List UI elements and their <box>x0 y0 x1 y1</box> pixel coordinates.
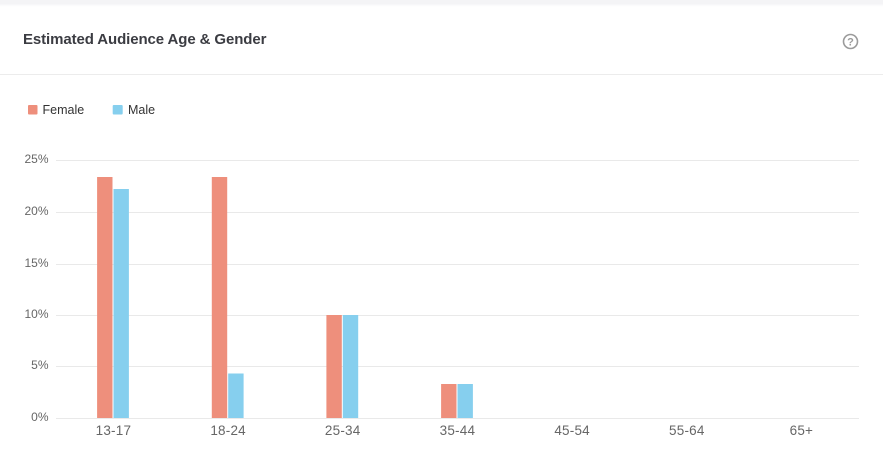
svg-text:Male: Male <box>128 103 155 117</box>
svg-text:10%: 10% <box>24 307 48 321</box>
svg-text:Female: Female <box>43 103 85 117</box>
svg-text:13-17: 13-17 <box>96 423 132 438</box>
svg-text:55-64: 55-64 <box>669 423 705 438</box>
svg-text:65+: 65+ <box>790 423 814 438</box>
svg-text:5%: 5% <box>31 358 49 372</box>
svg-text:0%: 0% <box>31 410 49 424</box>
svg-text:15%: 15% <box>24 256 48 270</box>
svg-text:18-24: 18-24 <box>210 423 246 438</box>
svg-text:25-34: 25-34 <box>325 423 361 438</box>
svg-text:25%: 25% <box>24 152 48 166</box>
svg-text:45-54: 45-54 <box>554 423 590 438</box>
svg-text:20%: 20% <box>24 204 48 218</box>
svg-text:35-44: 35-44 <box>440 423 476 438</box>
svg-text:?: ? <box>847 37 854 49</box>
